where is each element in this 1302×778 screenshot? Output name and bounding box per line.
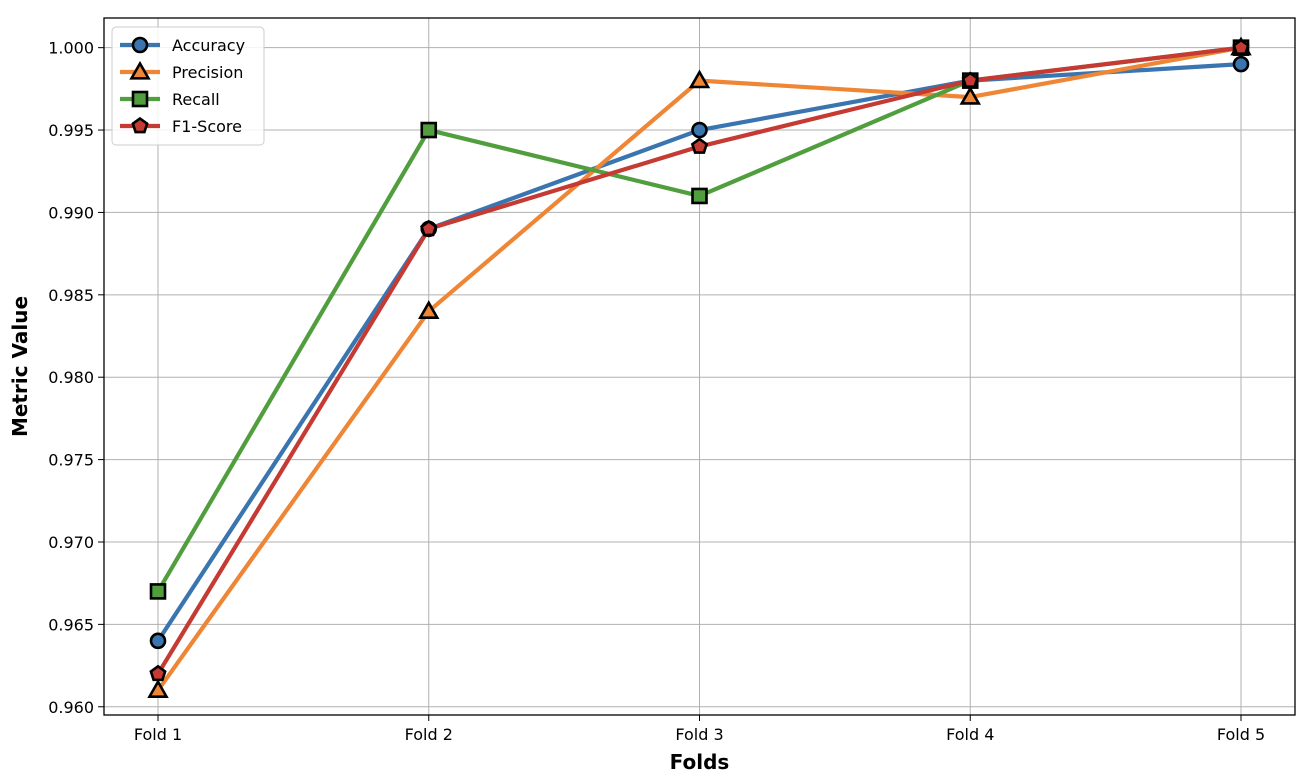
data-point-triangle (418, 300, 440, 319)
y-tick-label: 0.965 (48, 615, 94, 634)
legend-marker-circle (131, 36, 149, 54)
x-tick-label: Fold 5 (1217, 725, 1265, 744)
data-point-triangle (959, 85, 981, 105)
y-tick-label: 0.960 (48, 698, 94, 717)
legend-item: F1-Score (120, 116, 242, 136)
data-point-square (420, 121, 438, 139)
x-tick-label: Fold 2 (405, 725, 453, 744)
data-point-pentagon (420, 219, 438, 237)
legend-item: Recall (120, 90, 220, 109)
legend-marker-square (131, 90, 149, 108)
y-tick-label: 0.990 (48, 203, 94, 222)
legend-label: Precision (172, 63, 243, 82)
data-point-circle (1232, 55, 1250, 73)
series-markers (149, 38, 1250, 682)
y-axis-label: Metric Value (8, 296, 32, 437)
data-point-triangle (147, 679, 169, 698)
legend-label: F1-Score (172, 117, 242, 136)
y-tick-label: 0.970 (48, 533, 94, 552)
legend-marker-triangle (129, 60, 151, 80)
x-tick-label: Fold 4 (946, 725, 994, 744)
legend-label: Accuracy (172, 36, 245, 55)
legend-marker-pentagon (131, 116, 149, 134)
legend-box (111, 26, 265, 146)
legend-item: Accuracy (120, 36, 245, 55)
data-point-square (149, 583, 167, 600)
data-point-circle (149, 632, 167, 650)
x-tick-label: Fold 1 (134, 725, 182, 744)
tick-layer: Fold 1 Fold 2 Fold 3 Fold 4 Fold 5 0.960 0.965… (48, 39, 1265, 744)
data-point-pentagon (961, 71, 979, 88)
legend: Accuracy Precision Recall F1-Score (111, 26, 265, 146)
data-point-pentagon (149, 664, 167, 682)
legend-item: Precision (120, 60, 243, 82)
y-tick-label: 1.000 (48, 39, 94, 58)
data-point-square (691, 187, 708, 205)
x-tick-label: Fold 3 (675, 725, 723, 744)
x-axis-label: Folds (670, 750, 730, 774)
y-tick-label: 0.985 (48, 286, 94, 305)
y-tick-label: 0.995 (48, 121, 94, 140)
data-point-circle (691, 121, 708, 139)
data-point-pentagon (1232, 38, 1250, 56)
data-point-pentagon (690, 137, 709, 154)
series-layer (147, 36, 1252, 698)
legend-label: Recall (172, 90, 220, 109)
y-tick-label: 0.975 (48, 451, 94, 470)
y-tick-label: 0.980 (48, 368, 94, 387)
data-point-triangle (688, 69, 711, 89)
